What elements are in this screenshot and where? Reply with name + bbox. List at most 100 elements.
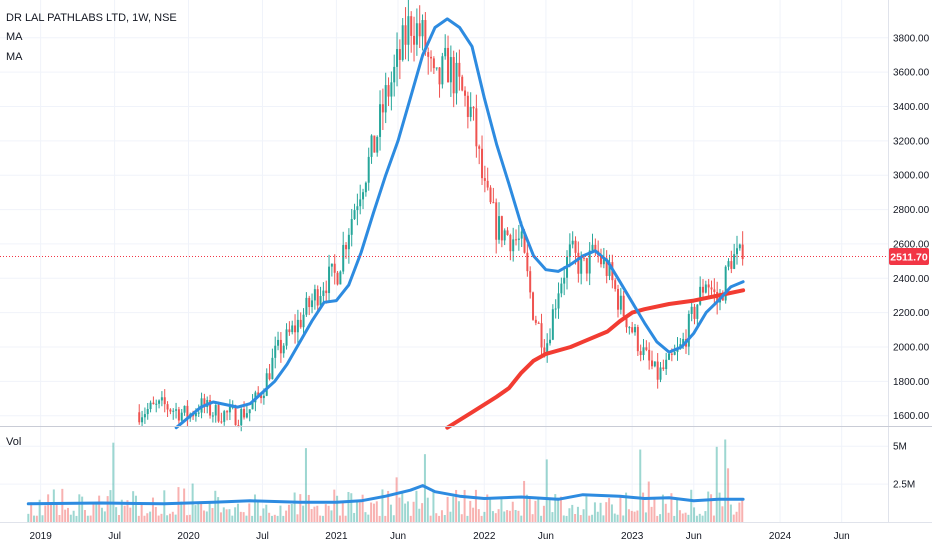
volume-bar: [126, 500, 129, 522]
volume-bar: [27, 513, 30, 522]
volume-bar: [72, 510, 75, 522]
chart-title[interactable]: DR LAL PATHLABS LTD, 1W, NSE: [6, 12, 177, 24]
volume-bar: [528, 496, 531, 522]
candle-body: [356, 206, 359, 211]
volume-bar: [248, 503, 251, 522]
volume-bar: [375, 501, 378, 522]
volume-bar: [285, 510, 288, 522]
volume-bar: [242, 512, 245, 522]
volume-bar: [676, 497, 679, 522]
volume-bar: [435, 513, 438, 522]
candle-body: [353, 210, 356, 220]
volume-bar: [426, 497, 429, 522]
candle-body: [313, 289, 316, 301]
volume-bar: [647, 481, 650, 522]
volume-bar: [185, 515, 188, 522]
candle-body: [228, 406, 231, 413]
volume-bar: [149, 511, 152, 522]
volume-bar: [115, 507, 118, 522]
volume-bar: [508, 510, 511, 522]
volume-bar: [741, 499, 744, 522]
volume-bar: [304, 448, 307, 522]
volume-bar: [236, 503, 239, 522]
volume-bar: [112, 442, 115, 522]
price-tick-label: 2400.00: [893, 274, 930, 285]
volume-bar: [273, 514, 276, 522]
candle-body: [554, 308, 557, 310]
volume-axis[interactable]: 5M 2.5M: [893, 442, 915, 491]
candle-body: [653, 361, 656, 367]
volume-bar: [180, 501, 183, 522]
candle-body: [594, 244, 597, 251]
volume-pane-label[interactable]: Vol: [6, 436, 21, 448]
volume-bar: [687, 514, 690, 522]
ma-slow-line[interactable]: [445, 288, 746, 430]
time-axis[interactable]: 2019 Jul 2020 Jul 2021 Jun 2022 Jun 2023 Jun 2024 J…: [30, 531, 850, 542]
price-tick-label: 3800.00: [893, 33, 930, 44]
volume-bar: [183, 488, 186, 522]
volume-bar: [588, 515, 591, 522]
candle-body: [704, 284, 707, 293]
candle-body: [529, 271, 532, 293]
candle-body: [659, 367, 662, 380]
indicator-ma-slow-label[interactable]: MA: [6, 51, 23, 63]
candle-body: [211, 415, 214, 417]
price-tick-label: 1600.00: [893, 411, 930, 422]
candle-body: [534, 319, 537, 323]
candle-body: [614, 280, 617, 289]
candle-body: [696, 304, 699, 319]
volume-bar: [327, 505, 330, 522]
volume-bar: [299, 494, 302, 522]
volume-bar: [231, 515, 234, 522]
candle-body: [155, 403, 158, 405]
volume-bar: [568, 508, 571, 522]
candle-body: [296, 319, 299, 333]
candle-body: [466, 95, 469, 117]
candle-body: [237, 425, 240, 427]
volume-ma-line[interactable]: [26, 484, 745, 506]
price-tick-label: 2000.00: [893, 342, 930, 353]
candle-body: [583, 257, 586, 259]
volume-bar: [418, 508, 421, 522]
volume-bar: [678, 510, 681, 522]
candle-body: [291, 325, 294, 333]
volume-bar: [472, 507, 475, 522]
volume-bar: [341, 500, 344, 522]
volume-bar: [361, 494, 364, 522]
candle-body: [730, 261, 733, 269]
volume-bar: [262, 508, 265, 522]
volume-bar: [208, 503, 211, 522]
candle-body: [274, 345, 277, 358]
volume-bar: [503, 511, 506, 522]
volume-bar: [523, 480, 526, 522]
grid: [0, 0, 888, 522]
candle-body: [141, 417, 144, 423]
volume-bar: [98, 495, 101, 522]
volume-bar: [525, 494, 528, 522]
volume-bar: [132, 491, 135, 522]
indicator-ma-fast-label[interactable]: MA: [6, 31, 23, 43]
volume-bar: [440, 510, 443, 522]
price-axis[interactable]: 3800.00 3600.00 3400.00 3200.00 3000.00 2800.…: [893, 33, 930, 422]
volume-bar: [100, 507, 103, 522]
candle-body: [588, 250, 591, 274]
volume-bar: [608, 497, 611, 522]
candle-body: [571, 240, 574, 245]
candle-body: [381, 104, 384, 113]
candle-body: [180, 412, 183, 421]
volume-bar: [389, 504, 392, 522]
volume-bar: [605, 502, 608, 522]
candle-body: [342, 244, 345, 272]
candle-body: [733, 254, 736, 269]
volume-bar: [253, 494, 256, 522]
volume-bar: [710, 494, 713, 522]
ma-fast-line[interactable]: [174, 17, 745, 430]
volume-bar: [174, 514, 177, 522]
candle-body: [415, 23, 418, 45]
candle-body: [285, 329, 288, 346]
candle-body: [169, 409, 172, 412]
candle-body: [741, 244, 744, 260]
volume-bar: [542, 505, 545, 522]
volume-bar: [661, 494, 664, 522]
